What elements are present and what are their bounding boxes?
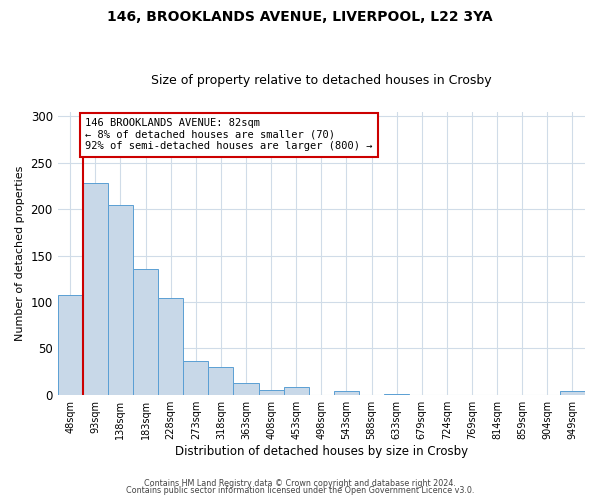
Bar [58, 296, 83, 394]
Bar [208, 367, 233, 394]
Bar [108, 204, 133, 394]
Bar [183, 362, 208, 394]
Bar [233, 382, 259, 394]
Bar [284, 388, 309, 394]
Text: 146 BROOKLANDS AVENUE: 82sqm
← 8% of detached houses are smaller (70)
92% of sem: 146 BROOKLANDS AVENUE: 82sqm ← 8% of det… [85, 118, 373, 152]
Text: Contains public sector information licensed under the Open Government Licence v3: Contains public sector information licen… [126, 486, 474, 495]
Bar [560, 391, 585, 394]
Text: 146, BROOKLANDS AVENUE, LIVERPOOL, L22 3YA: 146, BROOKLANDS AVENUE, LIVERPOOL, L22 3… [107, 10, 493, 24]
X-axis label: Distribution of detached houses by size in Crosby: Distribution of detached houses by size … [175, 444, 468, 458]
Text: Contains HM Land Registry data © Crown copyright and database right 2024.: Contains HM Land Registry data © Crown c… [144, 478, 456, 488]
Bar [83, 183, 108, 394]
Title: Size of property relative to detached houses in Crosby: Size of property relative to detached ho… [151, 74, 491, 87]
Bar [133, 270, 158, 394]
Y-axis label: Number of detached properties: Number of detached properties [15, 166, 25, 341]
Bar [158, 298, 183, 394]
Bar [334, 391, 359, 394]
Bar [259, 390, 284, 394]
